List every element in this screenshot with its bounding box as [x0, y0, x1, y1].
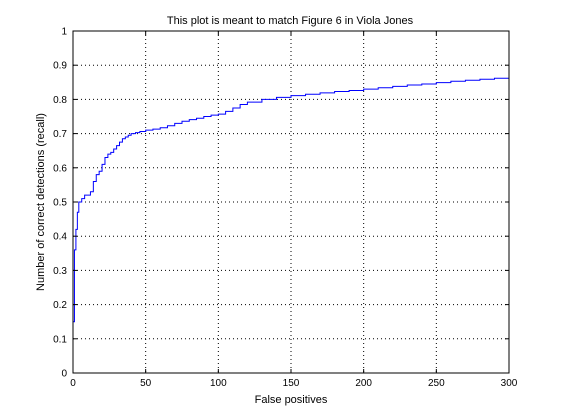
y-tick-label: 0.2: [53, 300, 67, 311]
y-tick-label: 0: [61, 369, 67, 380]
y-tick-label: 0.4: [53, 232, 67, 243]
y-tick-label: 0.7: [53, 129, 67, 140]
grid-lines: [73, 31, 509, 373]
x-tick-label: 150: [283, 378, 300, 389]
y-axis-label: Number of correct detections (recall): [35, 113, 47, 291]
y-tick-label: 0.5: [53, 198, 67, 209]
x-tick-label: 100: [210, 378, 227, 389]
y-tick-label: 0.8: [53, 95, 67, 106]
y-tick-label: 1: [61, 27, 67, 38]
y-tick-label: 0.6: [53, 163, 67, 174]
chart-title: This plot is meant to match Figure 6 in …: [167, 15, 414, 27]
x-tick-label: 250: [428, 378, 445, 389]
x-tick-label: 0: [70, 378, 76, 389]
x-tick-label: 50: [140, 378, 152, 389]
series-group: [73, 77, 510, 323]
y-tick-label: 0.3: [53, 266, 67, 277]
ticks-group: 0 50 100 150 200 250 300 0 0.1 0.2 0.3 0.4 0.5 0.6 0.7…: [53, 27, 518, 390]
x-tick-label: 200: [355, 378, 372, 389]
recall-curve-line: [73, 77, 510, 323]
y-tick-label: 0.1: [53, 334, 67, 345]
x-axis-label: False positives: [255, 394, 328, 406]
x-tick-label: 300: [501, 378, 518, 389]
y-tick-label: 0.9: [53, 61, 67, 72]
